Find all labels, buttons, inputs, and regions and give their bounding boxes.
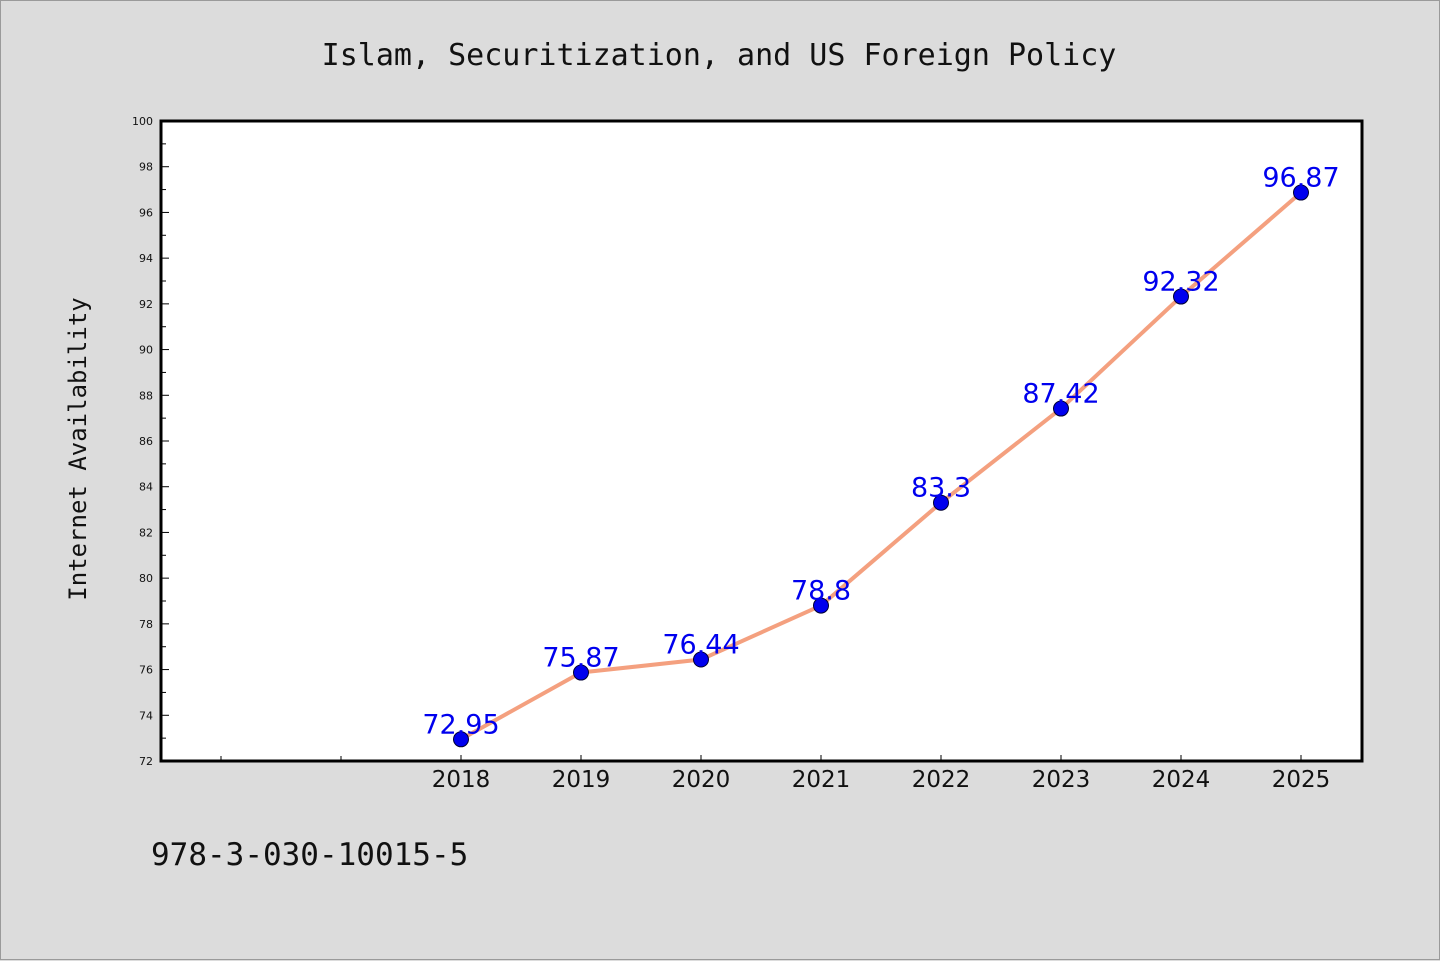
data-point bbox=[573, 664, 589, 681]
series-layer: 72.95 75.87 76.44 78.8 83.3 87.42 92.32 96.87 bbox=[422, 163, 1340, 748]
data-point bbox=[453, 731, 469, 748]
x-tick-label: 2020 bbox=[672, 767, 731, 793]
y-tick-label: 78 bbox=[139, 618, 153, 631]
footer-isbn: 978-3-030-10015-5 bbox=[151, 837, 468, 873]
x-tick-label: 2021 bbox=[792, 767, 851, 793]
data-label: 75.87 bbox=[542, 643, 619, 674]
y-tick-label: 92 bbox=[139, 298, 153, 311]
x-axis: 2018 2019 2020 2021 2022 2023 2024 2025 bbox=[220, 755, 1331, 793]
x-tick-label: 2018 bbox=[432, 767, 491, 793]
x-tick-label: 2025 bbox=[1272, 767, 1331, 793]
y-tick-label: 86 bbox=[139, 435, 153, 448]
y-tick-label: 80 bbox=[139, 572, 153, 585]
data-point bbox=[933, 494, 949, 511]
y-tick-label: 90 bbox=[139, 344, 153, 357]
y-tick-label: 72 bbox=[139, 755, 153, 768]
y-tick-label: 98 bbox=[139, 161, 153, 174]
data-point bbox=[693, 651, 709, 668]
data-label: 92.32 bbox=[1142, 267, 1219, 298]
data-point bbox=[1053, 400, 1069, 417]
y-tick-label: 100 bbox=[132, 115, 153, 128]
y-tick-label: 84 bbox=[139, 481, 153, 494]
x-tick-label: 2023 bbox=[1032, 767, 1091, 793]
y-tick-label: 74 bbox=[139, 709, 153, 722]
y-tick-label: 88 bbox=[139, 389, 153, 402]
data-point bbox=[813, 597, 829, 614]
data-point bbox=[1173, 288, 1189, 305]
data-label: 83.3 bbox=[911, 473, 971, 504]
data-point bbox=[1293, 184, 1309, 201]
plot-area bbox=[159, 119, 1364, 763]
y-axis-label: Internet Availability bbox=[64, 297, 92, 600]
x-tick-label: 2022 bbox=[912, 767, 971, 793]
x-tick-label: 2024 bbox=[1152, 767, 1211, 793]
y-tick-label: 96 bbox=[139, 206, 153, 219]
y-tick-label: 94 bbox=[139, 252, 153, 265]
data-label: 96.87 bbox=[1262, 163, 1339, 194]
y-tick-label: 76 bbox=[139, 664, 153, 677]
x-tick-label: 2019 bbox=[552, 767, 611, 793]
data-label: 87.42 bbox=[1022, 379, 1099, 410]
data-label: 72.95 bbox=[422, 709, 499, 740]
data-label: 76.44 bbox=[662, 630, 739, 661]
y-axis: 72 74 76 78 80 82 84 86 88 90 92 94 96 98 100 bbox=[132, 115, 169, 768]
data-label: 78.8 bbox=[791, 576, 851, 607]
chart-title: Islam, Securitization, and US Foreign Po… bbox=[322, 38, 1117, 73]
y-tick-label: 82 bbox=[139, 526, 153, 539]
series-line bbox=[459, 190, 1303, 742]
